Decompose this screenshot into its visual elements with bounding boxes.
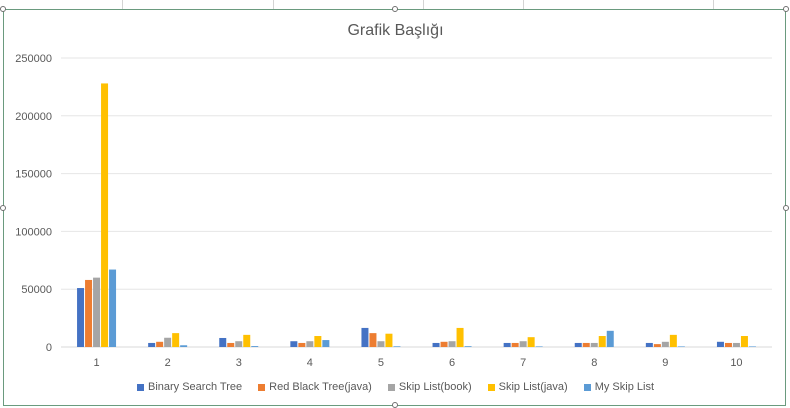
bar[interactable]	[369, 333, 377, 347]
bar[interactable]	[164, 337, 172, 347]
bar[interactable]	[385, 333, 393, 347]
legend-item[interactable]: Skip List(java)	[487, 381, 568, 393]
bar[interactable]	[306, 341, 314, 347]
bar[interactable]	[511, 342, 519, 347]
legend-item[interactable]: My Skip List	[583, 381, 654, 393]
chart-area[interactable]: Grafik Başlığı 0 50000 100000 150000 200000 2…	[3, 9, 786, 406]
bar[interactable]	[377, 341, 385, 347]
legend-swatch	[387, 383, 395, 391]
bar[interactable]	[606, 330, 614, 347]
sheet-column-line	[273, 0, 274, 10]
sheet-column-line	[713, 0, 714, 10]
resize-handle-top[interactable]	[392, 6, 398, 12]
bar[interactable]	[716, 341, 724, 347]
legend-label: Skip List(book)	[398, 381, 472, 393]
bar[interactable]	[219, 337, 227, 347]
chart-legend[interactable]: Binary Search Tree Red Black Tree(java) Sk…	[4, 381, 787, 393]
bar[interactable]	[527, 337, 535, 347]
legend-item[interactable]: Skip List(book)	[387, 381, 472, 393]
bar[interactable]	[448, 341, 456, 347]
bar[interactable]	[645, 342, 653, 347]
bar[interactable]	[156, 341, 164, 347]
resize-handle-bottom[interactable]	[392, 402, 398, 408]
y-tick-label: 250000	[15, 53, 52, 65]
bar[interactable]	[582, 342, 590, 347]
bar[interactable]	[148, 342, 156, 347]
bar[interactable]	[748, 346, 756, 347]
y-tick-label: 0	[46, 342, 52, 354]
x-tick-label: 7	[520, 357, 526, 369]
bar[interactable]	[298, 342, 306, 347]
sheet-column-line	[423, 0, 424, 10]
bar[interactable]	[677, 346, 685, 347]
bar[interactable]	[440, 341, 448, 347]
bar[interactable]	[456, 327, 464, 347]
legend-label: Binary Search Tree	[147, 381, 243, 393]
x-tick-label: 4	[307, 357, 313, 369]
resize-handle-top-left[interactable]	[0, 6, 6, 12]
chart-title[interactable]: Grafik Başlığı	[347, 22, 444, 39]
x-tick-label: 9	[662, 357, 668, 369]
resize-handle-right[interactable]	[783, 205, 789, 211]
bar[interactable]	[432, 342, 440, 347]
bar[interactable]	[732, 342, 740, 347]
legend-swatch	[258, 383, 266, 391]
sheet-column-line	[523, 0, 524, 10]
legend-item[interactable]: Red Black Tree(java)	[258, 381, 372, 393]
legend-swatch	[583, 383, 591, 391]
y-tick-label: 200000	[15, 111, 52, 123]
x-tick-label: 1	[93, 357, 99, 369]
x-tick-label: 3	[236, 357, 242, 369]
legend-label: My Skip List	[594, 381, 654, 393]
bar[interactable]	[519, 341, 527, 347]
bar[interactable]	[235, 341, 243, 347]
legend-label: Red Black Tree(java)	[269, 381, 372, 393]
bar[interactable]	[251, 346, 259, 347]
bar[interactable]	[361, 327, 369, 347]
x-tick-label: 8	[591, 357, 597, 369]
bar[interactable]	[503, 342, 511, 347]
bar[interactable]	[243, 334, 251, 347]
legend-swatch	[487, 383, 495, 391]
x-tick-label: 6	[449, 357, 455, 369]
y-tick-label: 150000	[15, 169, 52, 181]
y-tick-label: 100000	[15, 226, 52, 238]
bar[interactable]	[93, 277, 101, 347]
bar[interactable]	[314, 336, 322, 347]
x-tick-label: 2	[165, 357, 171, 369]
bar[interactable]	[598, 336, 606, 347]
bar[interactable]	[227, 342, 235, 347]
bar[interactable]	[464, 346, 472, 347]
bar[interactable]	[590, 342, 598, 347]
resize-handle-top-right[interactable]	[783, 6, 789, 12]
x-tick-label: 5	[378, 357, 384, 369]
legend-swatch	[136, 383, 144, 391]
bar[interactable]	[322, 340, 330, 347]
bar[interactable]	[724, 342, 732, 347]
bar[interactable]	[740, 336, 748, 347]
resize-handle-left[interactable]	[0, 205, 6, 211]
bar[interactable]	[535, 346, 543, 347]
bar[interactable]	[109, 269, 117, 347]
bar[interactable]	[669, 334, 677, 347]
bar[interactable]	[661, 341, 669, 347]
bar[interactable]	[180, 345, 188, 347]
x-tick-label: 10	[730, 357, 742, 369]
y-tick-label: 50000	[21, 284, 52, 296]
bar[interactable]	[290, 341, 298, 347]
bar[interactable]	[101, 83, 109, 347]
bar[interactable]	[393, 346, 401, 347]
legend-label: Skip List(java)	[498, 381, 568, 393]
bar[interactable]	[172, 333, 180, 347]
bar[interactable]	[77, 288, 85, 347]
sheet-column-line	[122, 0, 123, 10]
bar[interactable]	[653, 344, 661, 347]
bar[interactable]	[85, 279, 93, 347]
plot-area[interactable]: 0 50000 100000 150000 200000 250000 1 2 3 4 5 6 7 8 9 1…	[4, 10, 787, 407]
legend-item[interactable]: Binary Search Tree	[136, 381, 243, 393]
bar[interactable]	[574, 342, 582, 347]
